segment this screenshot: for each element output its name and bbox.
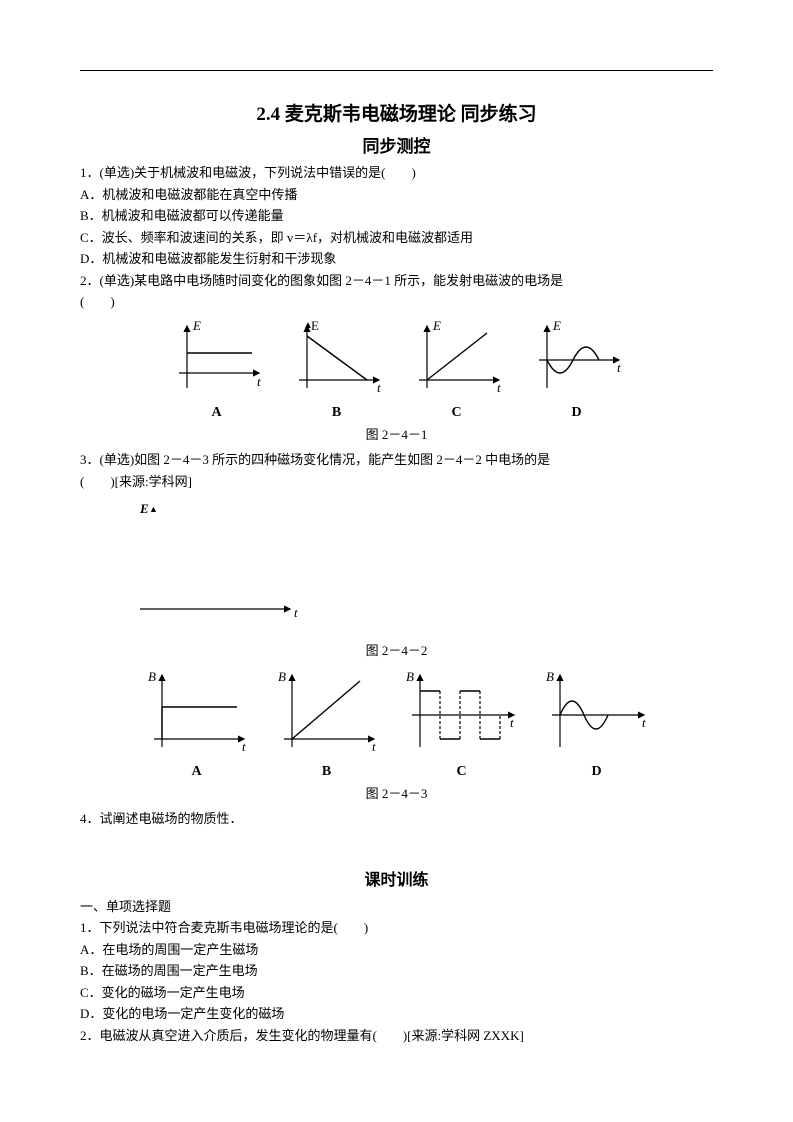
q1-stem: 1．(单选)关于机械波和电磁波，下列说法中错误的是( )	[80, 163, 713, 183]
panel-label-C: C	[451, 402, 461, 423]
axis-x-label: t	[617, 360, 621, 375]
fig241-panel-D: E t D	[527, 318, 627, 423]
q1-optB: B．机械波和电磁波都可以传递能量	[80, 206, 713, 226]
b-axis-x: t	[372, 739, 376, 754]
b-axis-y: B	[148, 669, 156, 684]
top-rule	[80, 70, 713, 71]
fig-2-4-3: B t A B t B B t	[80, 667, 713, 782]
q3-stem-a: 3．(单选)如图 2－4－3 所示的四种磁场变化情况，能产生如图 2－4－2 中…	[80, 450, 713, 470]
fig243-panel-D: B t D	[542, 667, 652, 782]
panel-label-C2: C	[456, 761, 466, 782]
fig243-panel-B: B t B	[272, 667, 382, 782]
axis-y-label: E	[192, 318, 201, 333]
fig241-panel-A: E t A	[167, 318, 267, 423]
q1-optC: C．波长、频率和波速间的关系，即 v＝λf，对机械波和电磁波都适用	[80, 228, 713, 248]
q2-stem-b: ( )	[80, 292, 713, 312]
s2q1-B: B．在磁场的周围一定产生电场	[80, 961, 713, 981]
fig241-caption: 图 2－4－1	[80, 425, 713, 445]
b-axis-y: B	[278, 669, 286, 684]
fig243-panel-C: B t C	[402, 667, 522, 782]
panel-label-B: B	[332, 402, 341, 423]
svg-text:▲: ▲	[149, 504, 158, 514]
b-axis-x: t	[642, 715, 646, 730]
doc-title: 2.4 麦克斯韦电磁场理论 同步练习	[80, 101, 713, 130]
e-axis-y: E	[139, 501, 149, 516]
panel-label-D: D	[571, 402, 581, 423]
e-axis-x: t	[294, 605, 298, 620]
s2q1-C: C．变化的磁场一定产生电场	[80, 983, 713, 1003]
b-axis-x: t	[510, 715, 514, 730]
s2q1-A: A．在电场的周围一定产生磁场	[80, 940, 713, 960]
fig243-panel-A: B t A	[142, 667, 252, 782]
fig243-caption: 图 2－4－3	[80, 784, 713, 804]
doc-subtitle: 同步测控	[80, 134, 713, 160]
q1-optD: D．机械波和电磁波都能发生衍射和干涉现象	[80, 249, 713, 269]
q4-stem: 4．试阐述电磁场的物质性．	[80, 809, 713, 829]
q1-optA: A．机械波和电磁波都能在真空中传播	[80, 185, 713, 205]
panel-label-A: A	[211, 402, 221, 423]
axis-x-label: t	[257, 374, 261, 389]
section2-subhead: 一、单项选择题	[80, 897, 713, 917]
fig-2-4-1: E t A E ▲ t B E t C E	[80, 318, 713, 423]
axis-x-label: t	[497, 380, 501, 395]
axis-x-label: t	[377, 380, 381, 395]
svg-text:▲: ▲	[303, 320, 313, 331]
s2q1-D: D．变化的电场一定产生变化的磁场	[80, 1004, 713, 1024]
panel-label-B2: B	[322, 761, 331, 782]
section2-title: 课时训练	[80, 869, 713, 893]
s2q1-stem: 1．下列说法中符合麦克斯韦电磁场理论的是( )	[80, 918, 713, 938]
q2-stem-a: 2．(单选)某电路中电场随时间变化的图象如图 2－4－1 所示，能发射电磁波的电…	[80, 271, 713, 291]
fig241-panel-C: E t C	[407, 318, 507, 423]
s2q2-stem: 2．电磁波从真空进入介质后，发生变化的物理量有( )[来源:学科网 ZXXK]	[80, 1026, 713, 1046]
axis-y-label: E	[432, 318, 441, 333]
axis-y-label: E	[552, 318, 561, 333]
fig242-caption: 图 2－4－2	[80, 641, 713, 661]
panel-label-A2: A	[191, 761, 201, 782]
fig241-panel-B: E ▲ t B	[287, 318, 387, 423]
b-axis-y: B	[406, 669, 414, 684]
fig-2-4-2: E ▲ t	[80, 499, 713, 639]
b-axis-x: t	[242, 739, 246, 754]
q3-stem-b: ( )[来源:学科网]	[80, 472, 713, 492]
b-axis-y: B	[546, 669, 554, 684]
panel-label-D2: D	[591, 761, 601, 782]
